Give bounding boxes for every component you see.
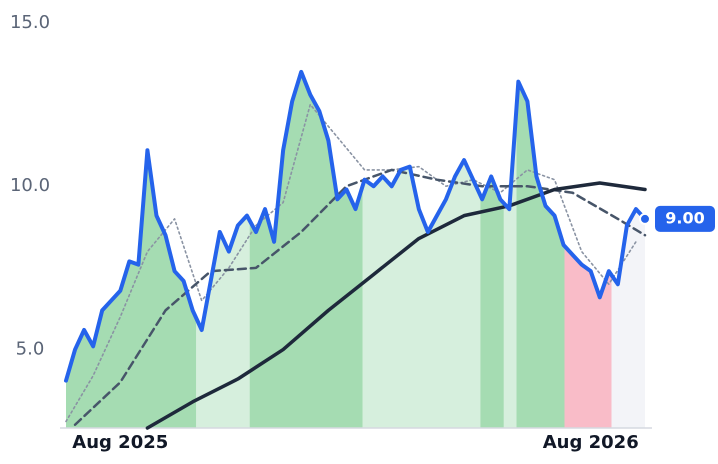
region-area — [480, 176, 504, 428]
region-area — [249, 71, 363, 428]
y-tick-label: 10.0 — [10, 175, 50, 196]
price-line — [64, 69, 647, 383]
moving-average-line — [65, 103, 637, 423]
value-label: 9.00 — [665, 208, 704, 227]
region-area — [611, 209, 645, 428]
region-area — [66, 150, 197, 428]
y-tick-label: 15.0 — [10, 12, 50, 33]
y-tick-label: 5.0 — [16, 339, 45, 360]
region-area — [362, 160, 481, 428]
x-tick-label: Aug 2026 — [543, 432, 639, 453]
moving-average-line — [73, 168, 647, 426]
x-tick-label: Aug 2025 — [72, 432, 168, 453]
region-area — [196, 215, 250, 428]
moving-average-line — [145, 181, 647, 430]
region-area — [564, 246, 612, 428]
last-point — [639, 212, 651, 225]
region-area — [516, 81, 565, 428]
value-badge — [655, 205, 715, 232]
